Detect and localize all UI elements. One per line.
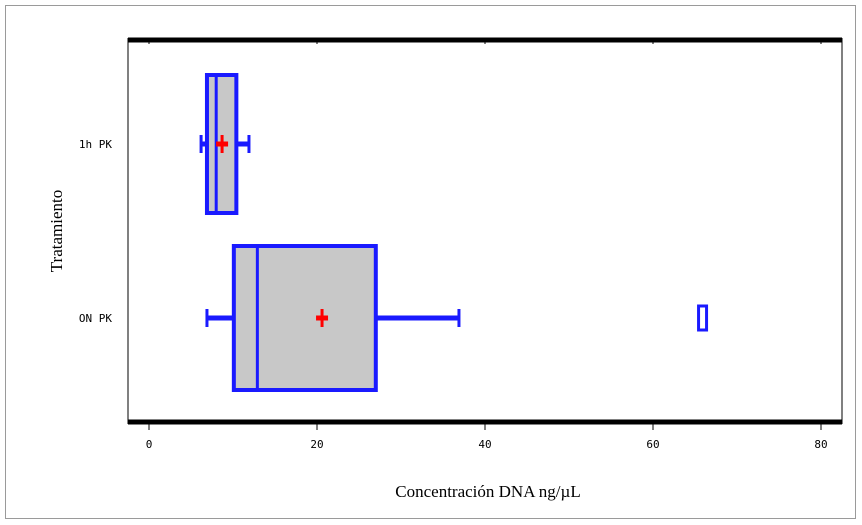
outlier-point (697, 304, 709, 332)
x-tick-label: 80 (814, 438, 827, 451)
box-1h-pk (199, 73, 251, 215)
y-axis-category-labels: 1h PK ON PK (79, 138, 112, 325)
figure-frame (5, 5, 856, 519)
box-on-pk (205, 244, 709, 392)
boxes-group (199, 73, 709, 392)
x-tick-label: 0 (146, 438, 153, 451)
x-tick-label: 60 (646, 438, 659, 451)
x-axis-label: Concentración DNA ng/µL (395, 482, 580, 501)
y-category-label: 1h PK (79, 138, 112, 151)
x-tick-label: 40 (478, 438, 491, 451)
x-axis-ticks: 0 20 40 60 80 (146, 38, 828, 451)
iqr-box (231, 244, 378, 392)
y-category-label: ON PK (79, 312, 112, 325)
y-axis-label: Tratamiento (47, 190, 66, 272)
x-tick-label: 20 (310, 438, 323, 451)
